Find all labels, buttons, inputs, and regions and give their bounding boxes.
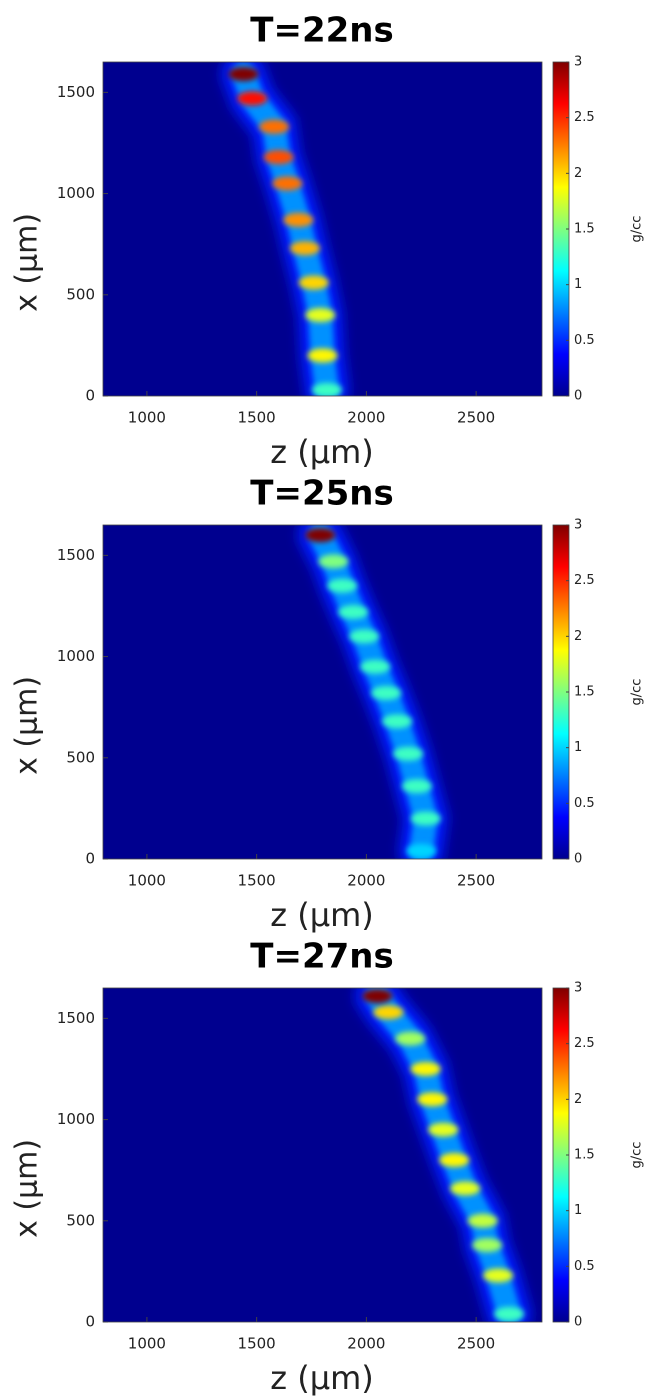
density-knot bbox=[401, 779, 432, 794]
density-knot bbox=[349, 629, 380, 644]
colorbar-tick-label: 2.5 bbox=[574, 1036, 595, 1051]
density-knot bbox=[318, 554, 349, 569]
density-knot bbox=[439, 1153, 470, 1168]
colorbar-tick-label: 0 bbox=[574, 1315, 582, 1330]
density-knot bbox=[360, 659, 391, 674]
colorbar-tick-label: 3 bbox=[574, 55, 582, 70]
plot-frame bbox=[102, 524, 543, 860]
colorbar-tick-label: 1 bbox=[574, 1203, 582, 1218]
density-knot bbox=[272, 176, 303, 191]
colorbar-label: g/cc bbox=[630, 216, 645, 243]
y-axis-label: x (μm) bbox=[10, 676, 45, 775]
density-knot bbox=[472, 1238, 503, 1253]
density-knot bbox=[289, 241, 320, 256]
chart-title: T=22ns bbox=[250, 11, 393, 51]
x-tick-label: 1000 bbox=[128, 872, 166, 890]
density-knot bbox=[406, 843, 437, 858]
density-knot bbox=[494, 1306, 525, 1321]
x-tick-label: 2500 bbox=[457, 409, 495, 427]
y-tick-label: 0 bbox=[85, 1313, 95, 1331]
colorbar-tick-label: 2.5 bbox=[574, 573, 595, 588]
y-tick-label: 500 bbox=[66, 285, 95, 303]
density-knot bbox=[237, 91, 268, 106]
colorbar-tick-label: 1 bbox=[574, 740, 582, 755]
y-tick-label: 1000 bbox=[57, 1110, 95, 1128]
colorbar-tick-label: 2 bbox=[574, 629, 582, 644]
y-tick-label: 1500 bbox=[57, 1009, 95, 1027]
density-knot bbox=[338, 605, 369, 620]
colorbar-tick-label: 1 bbox=[574, 277, 582, 292]
density-knot bbox=[298, 275, 329, 290]
density-knot bbox=[410, 1061, 441, 1076]
chart-title: T=27ns bbox=[250, 937, 393, 977]
y-tick-label: 500 bbox=[66, 748, 95, 766]
plot-area bbox=[103, 525, 542, 859]
colorbar-tick-label: 0.5 bbox=[574, 1259, 595, 1274]
y-tick-label: 0 bbox=[85, 850, 95, 868]
plot-frame bbox=[102, 987, 543, 1323]
colorbar-tick-label: 2.5 bbox=[574, 110, 595, 125]
colorbar-tick-label: 1.5 bbox=[574, 685, 595, 700]
density-knot bbox=[395, 1031, 426, 1046]
colorbar-tick-label: 3 bbox=[574, 981, 582, 996]
colorbar-tick-label: 0 bbox=[574, 852, 582, 867]
colorbar-label: g/cc bbox=[630, 679, 645, 706]
x-tick-label: 1500 bbox=[238, 1335, 276, 1353]
x-tick-label: 2000 bbox=[347, 409, 385, 427]
x-tick-label: 2500 bbox=[457, 872, 495, 890]
colorbar-tick-label: 1.5 bbox=[574, 222, 595, 237]
density-knot bbox=[371, 686, 402, 701]
y-axis-label: x (μm) bbox=[10, 1139, 45, 1238]
x-axis-label: z (μm) bbox=[270, 1359, 373, 1397]
density-knot bbox=[305, 308, 336, 323]
density-knot bbox=[417, 1092, 448, 1107]
colorbar-tick-label: 3 bbox=[574, 518, 582, 533]
y-tick-label: 1500 bbox=[57, 546, 95, 564]
density-knot bbox=[410, 811, 441, 826]
colorbar-tick-label: 2 bbox=[574, 1092, 582, 1107]
plot-area bbox=[103, 988, 542, 1322]
colorbar-tick-label: 1.5 bbox=[574, 1148, 595, 1163]
chart-title: T=25ns bbox=[250, 474, 393, 514]
density-knot bbox=[305, 528, 336, 543]
x-tick-label: 2500 bbox=[457, 1335, 495, 1353]
x-axis-label: z (μm) bbox=[270, 433, 373, 471]
y-axis-label: x (μm) bbox=[10, 213, 45, 312]
density-knot bbox=[373, 1005, 404, 1020]
colorbar-tick-label: 0 bbox=[574, 389, 582, 404]
x-axis-label: z (μm) bbox=[270, 896, 373, 934]
density-knot bbox=[263, 150, 294, 165]
density-knot bbox=[228, 67, 259, 82]
x-tick-label: 2000 bbox=[347, 1335, 385, 1353]
density-knot bbox=[307, 348, 338, 363]
density-knot bbox=[311, 382, 342, 396]
x-tick-label: 1500 bbox=[238, 872, 276, 890]
colorbar-label: g/cc bbox=[630, 1142, 645, 1169]
density-knot bbox=[467, 1213, 498, 1228]
x-tick-label: 1000 bbox=[128, 1335, 166, 1353]
density-knot bbox=[382, 714, 413, 729]
density-knot bbox=[283, 212, 314, 227]
x-tick-label: 1000 bbox=[128, 409, 166, 427]
plot-frame bbox=[102, 61, 543, 397]
density-knot bbox=[327, 578, 358, 593]
colorbar-tick-label: 0.5 bbox=[574, 796, 595, 811]
y-tick-label: 1000 bbox=[57, 647, 95, 665]
colorbar-tick-label: 2 bbox=[574, 166, 582, 181]
density-knot bbox=[428, 1122, 459, 1137]
density-knot bbox=[450, 1181, 481, 1196]
y-tick-label: 1000 bbox=[57, 184, 95, 202]
density-knot bbox=[362, 989, 393, 1004]
density-knot bbox=[259, 119, 290, 134]
density-knot bbox=[393, 746, 424, 761]
x-tick-label: 2000 bbox=[347, 872, 385, 890]
y-tick-label: 500 bbox=[66, 1211, 95, 1229]
x-tick-label: 1500 bbox=[238, 409, 276, 427]
plot-area bbox=[103, 62, 542, 396]
density-knot bbox=[483, 1268, 514, 1283]
y-tick-label: 0 bbox=[85, 387, 95, 405]
colorbar-tick-label: 0.5 bbox=[574, 333, 595, 348]
y-tick-label: 1500 bbox=[57, 83, 95, 101]
